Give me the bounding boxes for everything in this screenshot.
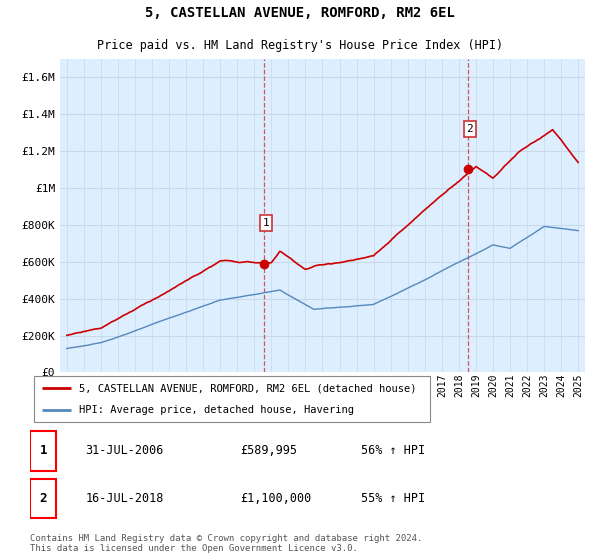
Text: Price paid vs. HM Land Registry's House Price Index (HPI): Price paid vs. HM Land Registry's House … bbox=[97, 39, 503, 53]
Text: 1: 1 bbox=[40, 445, 47, 458]
Text: HPI: Average price, detached house, Havering: HPI: Average price, detached house, Have… bbox=[79, 405, 354, 415]
Text: 5, CASTELLAN AVENUE, ROMFORD, RM2 6EL: 5, CASTELLAN AVENUE, ROMFORD, RM2 6EL bbox=[145, 6, 455, 20]
FancyBboxPatch shape bbox=[30, 431, 56, 470]
Text: 2: 2 bbox=[40, 492, 47, 505]
Text: 31-JUL-2006: 31-JUL-2006 bbox=[85, 445, 164, 458]
FancyBboxPatch shape bbox=[34, 376, 430, 422]
Text: £1,100,000: £1,100,000 bbox=[240, 492, 311, 505]
Text: 5, CASTELLAN AVENUE, ROMFORD, RM2 6EL (detached house): 5, CASTELLAN AVENUE, ROMFORD, RM2 6EL (d… bbox=[79, 383, 416, 393]
Text: Contains HM Land Registry data © Crown copyright and database right 2024.
This d: Contains HM Land Registry data © Crown c… bbox=[30, 534, 422, 553]
Text: 16-JUL-2018: 16-JUL-2018 bbox=[85, 492, 164, 505]
Text: 2: 2 bbox=[466, 124, 473, 134]
Text: 55% ↑ HPI: 55% ↑ HPI bbox=[361, 492, 425, 505]
Text: £589,995: £589,995 bbox=[240, 445, 297, 458]
Text: 56% ↑ HPI: 56% ↑ HPI bbox=[361, 445, 425, 458]
Text: 1: 1 bbox=[263, 218, 269, 228]
FancyBboxPatch shape bbox=[30, 479, 56, 519]
